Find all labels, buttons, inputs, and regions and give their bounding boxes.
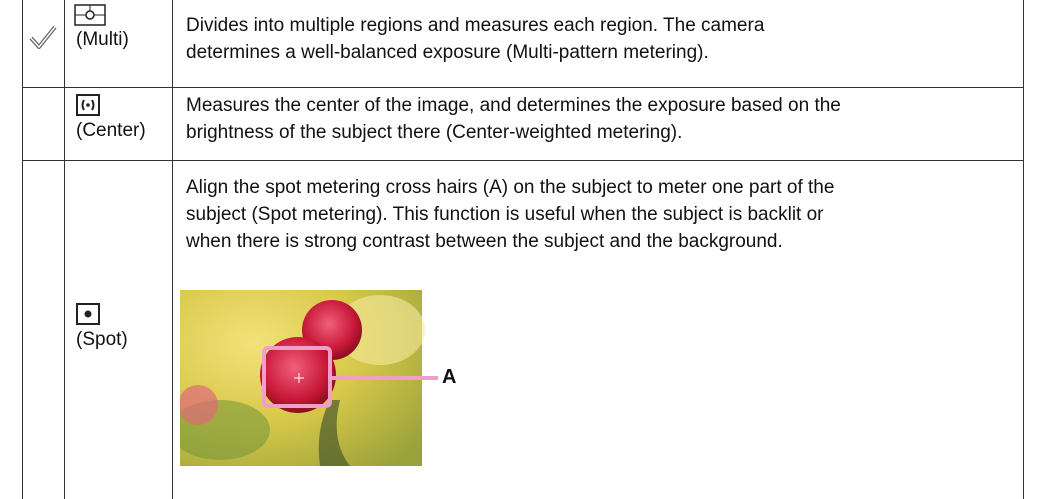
center-icon [76, 94, 100, 116]
mode-label: (Center) [76, 120, 146, 141]
spot-icon [76, 303, 100, 325]
border [22, 87, 1024, 88]
border [172, 0, 173, 499]
description-line: subject (Spot metering). This function i… [186, 204, 824, 225]
description-line: brightness of the subject there (Center-… [186, 122, 683, 143]
border [22, 0, 23, 499]
spot-photo [180, 290, 438, 466]
border [64, 0, 65, 499]
description-line: Measures the center of the image, and de… [186, 95, 841, 116]
multi-icon [74, 4, 106, 26]
border [22, 160, 1024, 161]
figure-label: A [442, 366, 457, 388]
description-line: Divides into multiple regions and measur… [186, 15, 765, 36]
border [1023, 0, 1024, 499]
mode-label: (Multi) [76, 29, 129, 50]
description-line: Align the spot metering cross hairs (A) … [186, 177, 835, 198]
description-line: determines a well-balanced exposure (Mul… [186, 42, 709, 63]
description-line: when there is strong contrast between th… [186, 231, 783, 252]
check-icon [29, 25, 57, 49]
mode-label: (Spot) [76, 329, 128, 350]
